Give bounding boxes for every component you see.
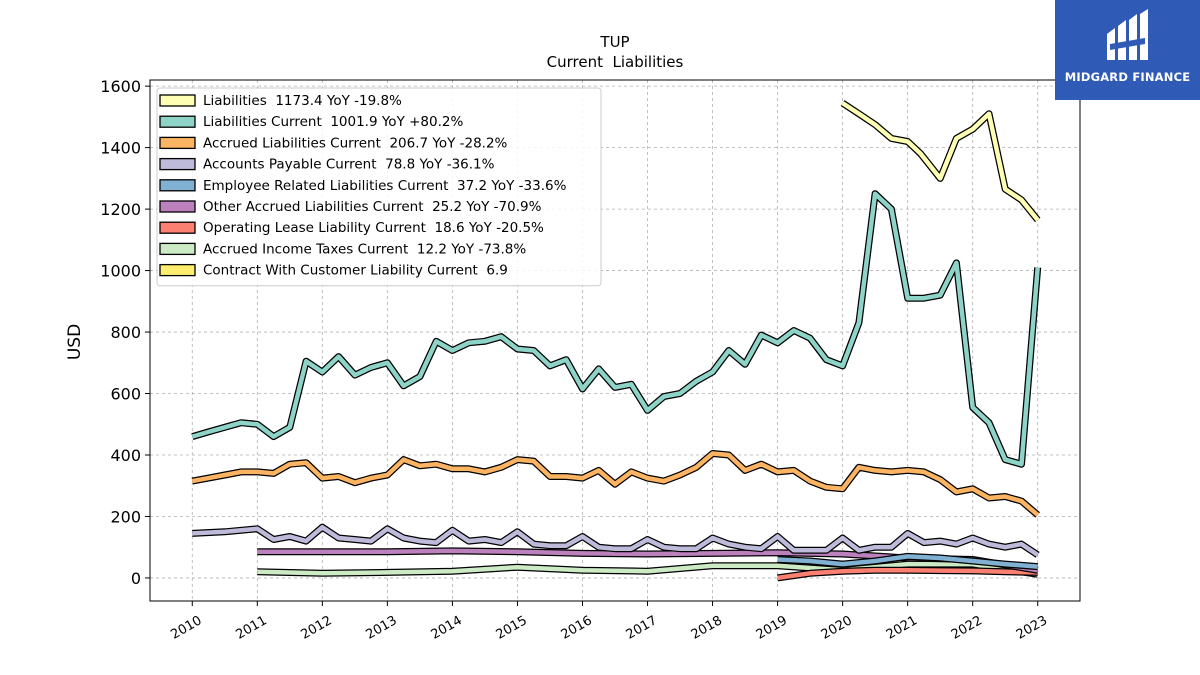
y-tick-label: 0 — [131, 569, 141, 588]
series-3 — [192, 523, 1040, 558]
y-tick-label: 200 — [110, 507, 141, 526]
x-axis: 2010 2011 2012 2013 2014 2015 2016 2017 2018 2019… — [168, 601, 1050, 643]
x-tick-label: 2016 — [559, 613, 595, 643]
y-tick-label: 1200 — [100, 200, 141, 219]
series-4 — [777, 552, 1038, 571]
legend-label: Other Accrued Liabilities Current 25.2 Y… — [203, 199, 542, 215]
legend-label: Operating Lease Liability Current 18.6 Y… — [203, 220, 544, 236]
legend-box — [156, 87, 602, 287]
brand-name: MIDGARD FINANCE — [1064, 70, 1191, 84]
y-axis-label: USD — [65, 324, 85, 360]
legend-swatch — [159, 242, 196, 256]
y-axis: 0 200 400 600 800 1000 1200 1400 1600 — [100, 77, 150, 588]
y-tick-label: 1400 — [100, 139, 141, 158]
y-tick-label: 1000 — [100, 262, 141, 281]
legend-swatch — [159, 200, 196, 213]
x-tick-label: 2013 — [364, 613, 400, 643]
y-tick-label: 600 — [110, 385, 141, 404]
x-tick-label: 2010 — [168, 613, 204, 643]
series-line — [191, 191, 1040, 467]
series-line — [257, 561, 1039, 577]
x-tick-label: 2022 — [949, 613, 985, 643]
legend-swatch — [159, 94, 196, 107]
x-tick-label: 2017 — [624, 613, 660, 643]
legend-item: Liabilities 1173.4 YoY -19.8% — [159, 93, 402, 109]
legend-item: Other Accrued Liabilities Current 25.2 Y… — [159, 199, 542, 215]
y-tick-label: 400 — [110, 446, 141, 465]
x-tick-label: 2011 — [233, 613, 269, 643]
legend-item: Accrued Liabilities Current 206.7 YoY -2… — [159, 135, 508, 151]
series-line — [192, 524, 1039, 557]
legend-label: Liabilities Current 1001.9 YoY +80.2% — [203, 114, 463, 130]
y-tick-label: 800 — [110, 323, 141, 342]
y-tick-label: 1600 — [100, 77, 141, 96]
legend-swatch — [159, 179, 196, 192]
legend-item: Contract With Customer Liability Current… — [159, 263, 508, 279]
legend-swatch — [159, 136, 196, 150]
legend-item: Accounts Payable Current 78.8 YoY -36.1% — [159, 157, 495, 173]
legend-label: Accounts Payable Current 78.8 YoY -36.1% — [203, 157, 495, 173]
midgard-logo-icon — [1107, 9, 1148, 60]
chart-title: TUP — [599, 33, 629, 51]
chart-subtitle: Current Liabilities — [547, 53, 684, 71]
legend-item: Operating Lease Liability Current 18.6 Y… — [159, 220, 544, 236]
x-tick-label: 2021 — [884, 613, 920, 643]
series-line — [191, 451, 1040, 517]
x-tick-label: 2014 — [429, 613, 465, 643]
plot-area — [191, 100, 1042, 582]
legend-swatch — [159, 115, 196, 128]
series-2 — [191, 450, 1040, 518]
x-tick-label: 2019 — [754, 613, 790, 643]
series-1 — [191, 190, 1042, 468]
legend-label: Employee Related Liabilities Current 37.… — [203, 178, 567, 194]
legend-label: Contract With Customer Liability Current… — [203, 263, 508, 279]
legend-label: Accrued Liabilities Current 206.7 YoY -2… — [203, 135, 508, 151]
x-tick-label: 2020 — [819, 613, 855, 643]
legend-swatch — [159, 221, 196, 234]
x-tick-label: 2015 — [494, 613, 530, 643]
legend-swatch — [159, 263, 196, 277]
series-line — [777, 554, 1038, 569]
x-tick-label: 2018 — [689, 613, 725, 643]
legend-swatch — [159, 157, 196, 171]
series-7 — [257, 560, 1039, 578]
series-0 — [840, 100, 1041, 223]
x-tick-label: 2023 — [1014, 613, 1050, 643]
legend: Liabilities 1173.4 YoY -19.8% Liabilities… — [156, 87, 602, 287]
brand-badge: MIDGARD FINANCE — [1055, 0, 1200, 100]
legend-label: Liabilities 1173.4 YoY -19.8% — [203, 93, 402, 109]
series-line — [777, 568, 1038, 581]
series-line — [841, 101, 1040, 222]
legend-item: Accrued Income Taxes Current 12.2 YoY -7… — [159, 241, 526, 257]
series-6 — [777, 566, 1038, 582]
x-tick-label: 2012 — [299, 613, 335, 643]
legend-item: Employee Related Liabilities Current 37.… — [159, 178, 567, 194]
legend-label: Accrued Income Taxes Current 12.2 YoY -7… — [203, 241, 526, 257]
legend-item: Liabilities Current 1001.9 YoY +80.2% — [159, 114, 463, 130]
plot-frame — [149, 79, 1081, 602]
